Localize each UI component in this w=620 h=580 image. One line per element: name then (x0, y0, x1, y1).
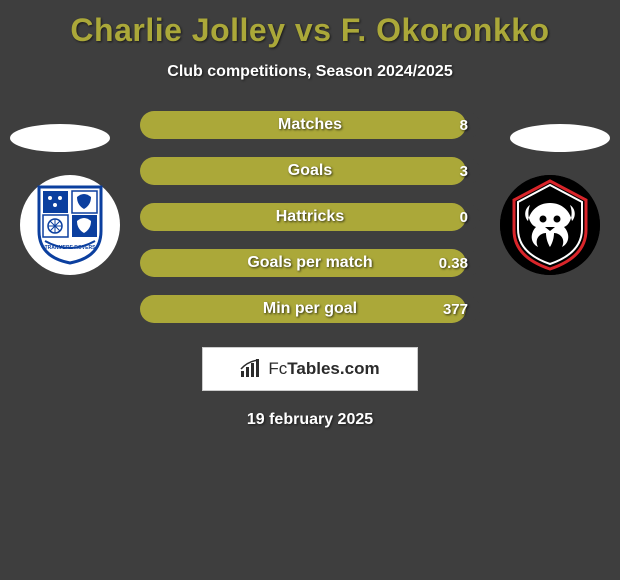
stat-label: Goals per match (140, 254, 480, 272)
stat-label: Goals (140, 162, 480, 180)
stat-label: Min per goal (140, 300, 480, 318)
stats-container: Matches 8 Goals 3 Hattricks 0 Goals per … (140, 111, 480, 323)
stat-value: 3 (460, 163, 468, 180)
stat-row: Goals 3 (140, 157, 480, 185)
player-left-oval (10, 124, 110, 152)
tranmere-crest-icon: TRANMERE ROVERS (35, 185, 105, 265)
stat-row: Matches 8 (140, 111, 480, 139)
salford-crest-icon (500, 175, 600, 275)
svg-text:TRANMERE ROVERS: TRANMERE ROVERS (45, 245, 97, 251)
footer-date: 19 february 2025 (247, 411, 373, 429)
stat-value: 8 (460, 117, 468, 134)
brand-prefix: Fc (268, 359, 287, 378)
player-right-oval (510, 124, 610, 152)
stat-value: 0 (460, 209, 468, 226)
page-title: Charlie Jolley vs F. Okoronkko (70, 12, 549, 49)
stat-value: 0.38 (439, 255, 468, 272)
stat-row: Hattricks 0 (140, 203, 480, 231)
stat-row: Min per goal 377 (140, 295, 480, 323)
club-logo-left: TRANMERE ROVERS (20, 175, 120, 275)
stat-value: 377 (443, 301, 468, 318)
subtitle: Club competitions, Season 2024/2025 (167, 63, 452, 81)
stat-row: Goals per match 0.38 (140, 249, 480, 277)
comparison-card: Charlie Jolley vs F. Okoronkko Club comp… (0, 0, 620, 580)
bar-chart-icon (240, 359, 262, 379)
brand-text: FcTables.com (268, 359, 379, 379)
brand-box[interactable]: FcTables.com (202, 347, 418, 391)
club-logo-right (500, 175, 600, 275)
brand-main: Tables.com (287, 359, 379, 378)
stat-label: Hattricks (140, 208, 480, 226)
stat-label: Matches (140, 116, 480, 134)
